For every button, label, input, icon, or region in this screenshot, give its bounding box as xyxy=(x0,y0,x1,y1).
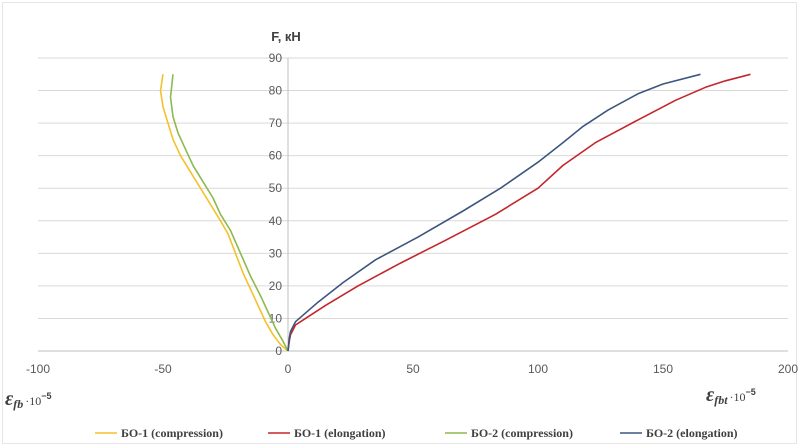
y-tick-label: 20 xyxy=(269,279,283,293)
x-axis-label-right: εfbt ·10−5 xyxy=(706,384,756,407)
y-tick-label: 90 xyxy=(269,51,283,65)
legend-label: БО-1 (compression) xyxy=(121,426,223,440)
legend: БО-1 (compression) БО-1 (elongation) БО-2 … xyxy=(95,426,738,440)
series-line-1 xyxy=(159,74,289,352)
x-axis-right-subscript: fbt xyxy=(714,393,728,407)
y-tick-label: 70 xyxy=(269,116,283,130)
x-axis-right-multiplier: ·10 xyxy=(730,390,746,404)
y-tick-label: 0 xyxy=(275,344,282,358)
y-axis-title: F, кН xyxy=(271,29,301,44)
x-tick-label: 100 xyxy=(528,362,548,376)
axes xyxy=(38,58,788,352)
x-tick-label: 50 xyxy=(406,362,420,376)
legend-label: БО-1 (elongation) xyxy=(294,426,386,440)
x-axis-right-exponent: −5 xyxy=(746,387,756,397)
series-line-4 xyxy=(287,73,701,352)
legend-label: БО-2 (elongation) xyxy=(646,426,738,440)
x-axis-left-symbol: ε xyxy=(5,388,14,410)
series-line-2 xyxy=(287,73,751,352)
x-tick-label: -50 xyxy=(154,362,172,376)
y-tick-label: 60 xyxy=(269,149,283,163)
grid-lines xyxy=(38,57,788,319)
x-axis-left-subscript: fb xyxy=(13,397,23,411)
x-axis-label-left: εfb ·10−5 xyxy=(5,388,51,411)
series-lines xyxy=(159,73,751,352)
x-axis-right-symbol: ε xyxy=(706,384,715,406)
x-tick-label: 200 xyxy=(778,362,798,376)
x-tick-label: 0 xyxy=(285,362,292,376)
x-tick-labels: -100 -50 0 50 100 150 200 xyxy=(26,362,798,376)
y-tick-label: 30 xyxy=(269,246,283,260)
series-line-3 xyxy=(169,74,289,352)
x-axis-left-multiplier: ·10 xyxy=(25,394,41,408)
x-tick-label: 150 xyxy=(653,362,673,376)
y-tick-label: 80 xyxy=(269,84,283,98)
y-tick-label: 40 xyxy=(269,214,283,228)
x-tick-label: -100 xyxy=(26,362,50,376)
y-tick-label: 50 xyxy=(269,181,283,195)
x-axis-left-exponent: −5 xyxy=(41,391,51,401)
legend-label: БО-2 (compression) xyxy=(471,426,573,440)
